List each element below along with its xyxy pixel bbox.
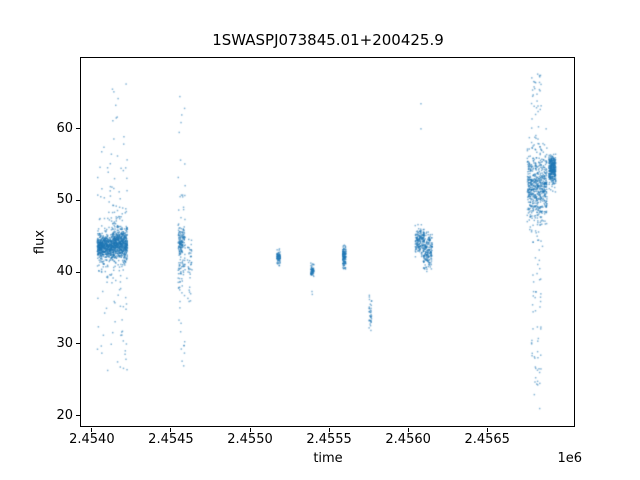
y-tick-mark xyxy=(76,199,80,201)
x-tick-label: 2.4550 xyxy=(227,432,273,447)
x-tick-mark xyxy=(249,427,251,432)
x-tick-mark xyxy=(91,427,93,432)
axes-frame xyxy=(80,57,575,427)
y-tick-mark xyxy=(76,271,80,273)
x-tick-mark xyxy=(170,427,172,432)
y-tick-mark xyxy=(76,415,80,417)
y-tick-label: 60 xyxy=(56,120,73,136)
x-tick-label: 2.4555 xyxy=(306,432,352,447)
y-tick-mark xyxy=(76,128,80,130)
x-tick-label: 2.4565 xyxy=(464,432,510,447)
x-tick-label: 2.4540 xyxy=(69,432,115,447)
y-tick-label: 30 xyxy=(56,335,73,351)
y-tick-label: 40 xyxy=(56,264,73,280)
x-tick-mark xyxy=(328,427,330,432)
x-axis-offset-label: 1e6 xyxy=(557,451,582,466)
x-tick-label: 2.4545 xyxy=(148,432,194,447)
y-tick-mark xyxy=(76,343,80,345)
y-axis-label: flux xyxy=(32,229,48,255)
x-tick-mark xyxy=(486,427,488,432)
y-tick-label: 20 xyxy=(56,407,73,423)
y-tick-label: 50 xyxy=(56,192,73,208)
x-tick-label: 2.4560 xyxy=(385,432,431,447)
x-axis-label: time xyxy=(313,451,343,466)
x-tick-mark xyxy=(407,427,409,432)
